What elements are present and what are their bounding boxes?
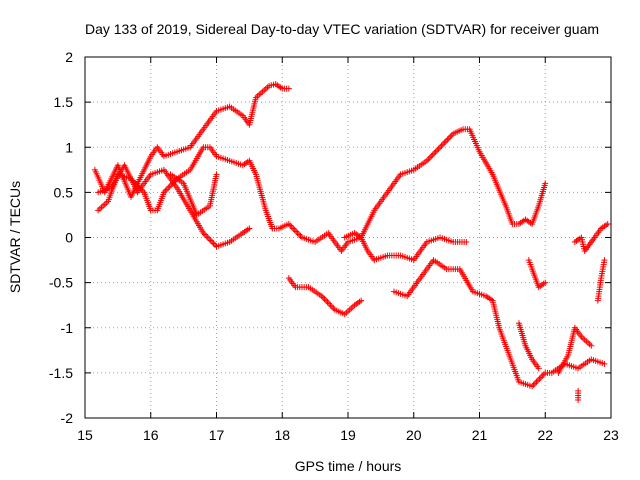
data-point	[537, 374, 544, 381]
data-point	[432, 148, 439, 155]
y-tick-label: 0	[65, 230, 73, 246]
data-point	[429, 151, 436, 158]
data-point	[542, 180, 549, 187]
data-point	[428, 153, 435, 160]
data-point	[426, 154, 433, 161]
data-point	[437, 144, 444, 151]
data-point	[425, 156, 432, 163]
grid-layer	[85, 57, 611, 418]
data-point	[540, 371, 547, 378]
data-point	[445, 135, 452, 142]
data-point	[444, 136, 451, 143]
y-tick-label: 1	[65, 139, 73, 155]
data-point	[246, 225, 253, 232]
data-point	[163, 186, 170, 193]
data-point	[358, 297, 365, 304]
points-layer	[91, 81, 611, 403]
data-point	[293, 228, 300, 235]
x-tick-label: 16	[143, 427, 159, 443]
data-point	[438, 142, 445, 149]
data-point	[209, 239, 216, 246]
data-point	[203, 232, 210, 239]
tick-layer: 15 16 17 18 19 20 21 22 23 2 1.5 1 0.5 0 -0.5 -1 -1.5 -2	[49, 49, 619, 443]
data-point	[326, 300, 333, 307]
y-tick-label: 2	[65, 49, 73, 65]
x-tick-label: 22	[537, 427, 553, 443]
data-point	[321, 296, 328, 303]
data-point	[291, 226, 298, 233]
data-point	[165, 184, 172, 191]
data-point	[431, 150, 438, 157]
data-point	[575, 396, 582, 403]
data-point	[210, 240, 217, 247]
x-tick-label: 23	[603, 427, 619, 443]
data-point	[533, 378, 540, 385]
data-point	[285, 85, 292, 92]
x-tick-label: 20	[406, 427, 422, 443]
data-point	[207, 237, 214, 244]
data-point	[324, 299, 331, 306]
data-point	[525, 257, 532, 264]
data-point	[604, 220, 611, 227]
data-point	[532, 380, 539, 387]
y-tick-label: -1.5	[49, 365, 73, 381]
chart-title: Day 133 of 2019, Sidereal Day-to-day VTE…	[85, 21, 599, 37]
data-point	[206, 236, 213, 243]
x-tick-label: 21	[472, 427, 488, 443]
data-point	[601, 360, 608, 367]
data-point	[434, 147, 441, 154]
y-tick-label: -2	[61, 410, 74, 426]
data-point	[530, 381, 537, 388]
data-point	[290, 225, 297, 232]
data-point	[327, 302, 334, 309]
data-point	[601, 257, 608, 264]
x-tick-label: 18	[274, 427, 290, 443]
data-point	[435, 145, 442, 152]
x-axis-label: GPS time / hours	[295, 458, 402, 474]
data-point	[536, 375, 543, 382]
data-point	[463, 239, 470, 246]
x-tick-label: 19	[340, 427, 356, 443]
data-point	[328, 303, 335, 310]
data-point	[588, 342, 595, 349]
data-point	[212, 242, 219, 249]
data-point	[439, 141, 446, 148]
data-point	[213, 171, 220, 178]
y-tick-label: -1	[61, 320, 74, 336]
data-point	[320, 294, 327, 301]
y-tick-label: 1.5	[54, 94, 74, 110]
data-point	[287, 222, 294, 229]
x-tick-label: 17	[209, 427, 225, 443]
data-point	[447, 133, 454, 140]
data-point	[296, 231, 303, 238]
data-point	[442, 138, 449, 145]
y-tick-label: 0.5	[54, 184, 74, 200]
data-point	[539, 372, 546, 379]
data-point	[323, 297, 330, 304]
y-axis-label: SDTVAR / TECUs	[7, 181, 23, 293]
data-point	[441, 139, 448, 146]
x-tick-label: 15	[77, 427, 93, 443]
data-point	[534, 377, 541, 384]
data-point	[294, 229, 301, 236]
data-point	[204, 234, 211, 241]
data-point	[535, 365, 542, 372]
y-tick-label: -0.5	[49, 275, 73, 291]
